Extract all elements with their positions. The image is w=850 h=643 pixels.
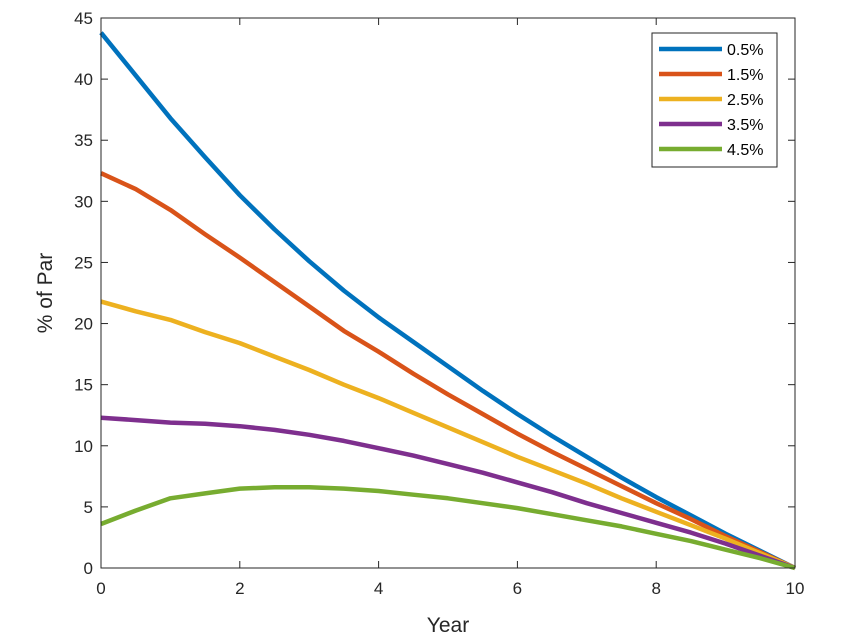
legend-label-5: 4.5% xyxy=(727,142,763,159)
x-axis-title: Year xyxy=(427,614,469,637)
x-tick-label: 4 xyxy=(374,579,383,598)
x-tick-label: 10 xyxy=(786,579,805,598)
series-layer xyxy=(99,31,796,571)
y-tick-label: 45 xyxy=(74,9,93,28)
y-tick-label: 25 xyxy=(74,253,93,272)
y-tick-label: 15 xyxy=(74,376,93,395)
x-tick-label: 8 xyxy=(651,579,660,598)
x-tick-label: 2 xyxy=(235,579,244,598)
y-tick-label: 35 xyxy=(74,131,93,150)
y-tick-label: 0 xyxy=(84,559,93,578)
x-tick-label: 6 xyxy=(513,579,522,598)
y-tick-label: 10 xyxy=(74,437,93,456)
y-axis-title: % of Par xyxy=(34,253,57,334)
x-tick-label: 0 xyxy=(96,579,105,598)
series-line-3 xyxy=(100,299,796,571)
y-tick-label: 5 xyxy=(84,498,93,517)
y-tick-label: 30 xyxy=(74,192,93,211)
plot-area-box xyxy=(100,17,796,569)
legend-label-4: 3.5% xyxy=(727,117,763,134)
x-axis: 0 2 4 6 8 10 xyxy=(96,18,804,598)
y-axis: 0 5 10 15 20 25 30 35 40 45 xyxy=(74,9,795,578)
legend-label-1: 0.5% xyxy=(727,42,763,59)
series-line-2 xyxy=(100,171,796,571)
y-tick-label: 40 xyxy=(74,70,93,89)
series-line-5 xyxy=(100,485,796,571)
y-tick-label: 20 xyxy=(74,315,93,334)
legend: 0.5% 1.5% 2.5% 3.5% 4.5% xyxy=(651,32,778,168)
series-line-1 xyxy=(99,31,796,571)
legend-label-3: 2.5% xyxy=(727,92,763,109)
legend-label-2: 1.5% xyxy=(727,67,763,84)
series-line-4 xyxy=(100,415,796,571)
